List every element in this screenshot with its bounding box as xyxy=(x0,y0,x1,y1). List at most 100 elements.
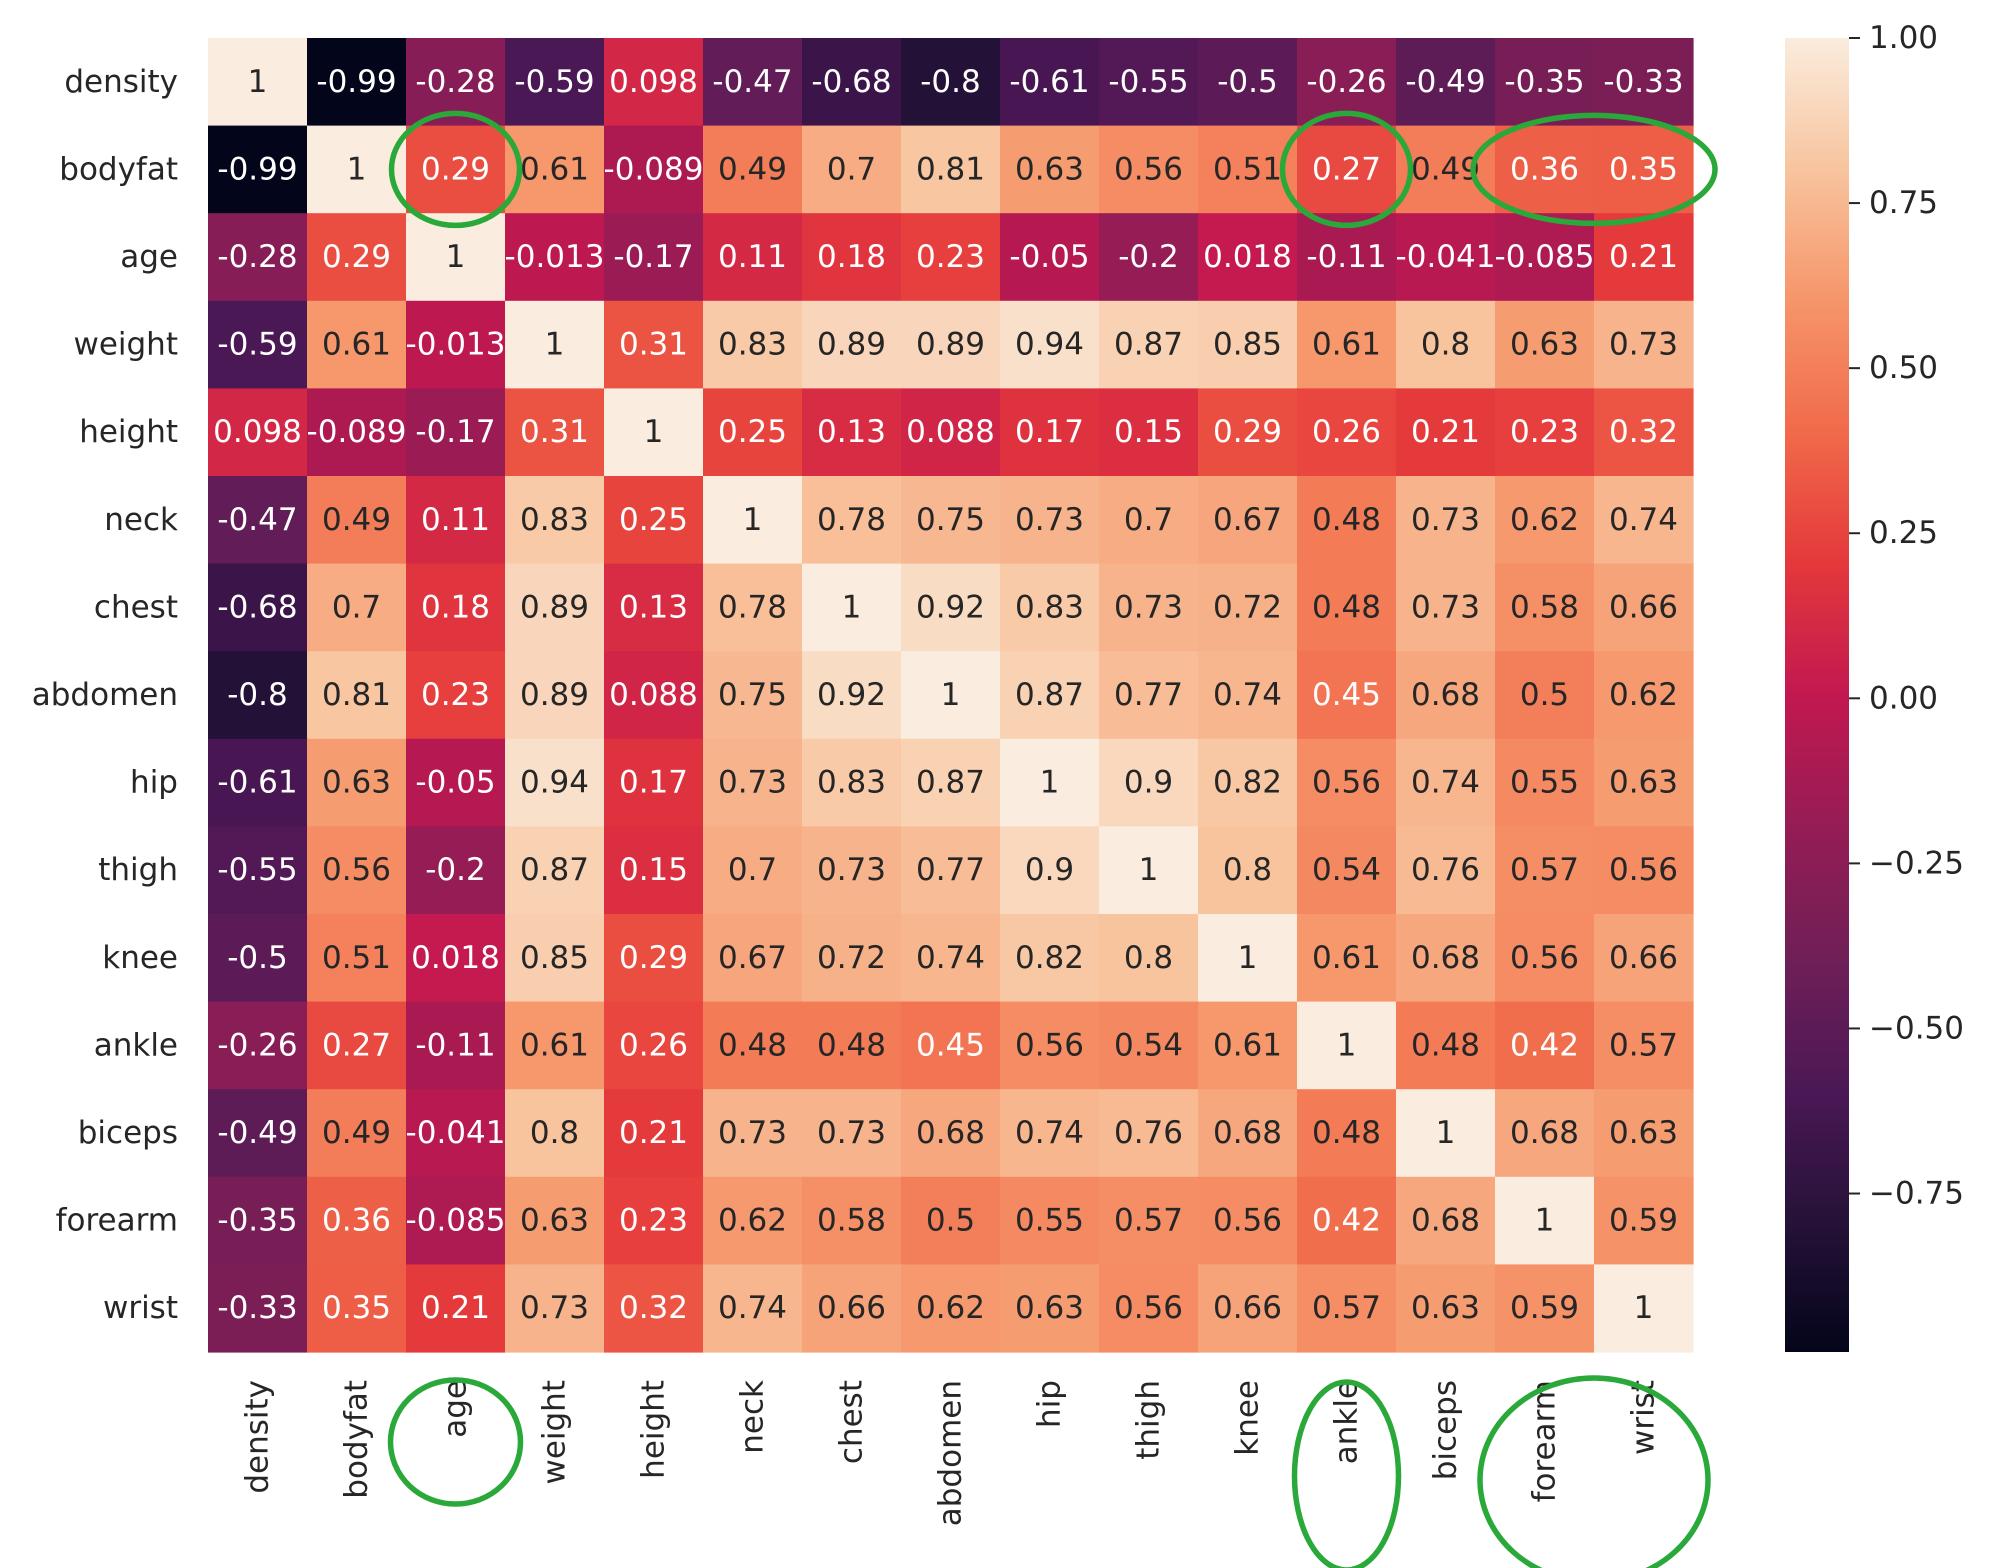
heatmap-cell-abdomen-abdomen xyxy=(901,651,1001,740)
cell-value-chest-wrist: 0.66 xyxy=(1609,589,1678,625)
heatmap-cell-density-biceps xyxy=(1396,38,1496,127)
colorbar-tick-label: 0.00 xyxy=(1869,680,1938,716)
heatmap-cell-thigh-ankle xyxy=(1297,826,1397,915)
heatmap-cell-wrist-abdomen xyxy=(901,1264,1001,1353)
cell-value-abdomen-wrist: 0.62 xyxy=(1609,677,1678,713)
cell-value-biceps-thigh: 0.76 xyxy=(1114,1115,1183,1151)
heatmap-cell-weight-density xyxy=(208,300,308,389)
y-tick-label-thigh: thigh xyxy=(98,852,178,888)
heatmap-cell-neck-bodyfat xyxy=(307,476,407,565)
heatmap-cell-hip-hip xyxy=(1000,738,1100,827)
cell-value-height-height: 1 xyxy=(644,414,664,450)
heatmap-cell-thigh-density xyxy=(208,826,308,915)
cell-value-ankle-thigh: 0.54 xyxy=(1114,1027,1183,1063)
colorbar-tick-label: 0.25 xyxy=(1869,515,1938,551)
heatmap-cell-biceps-forearm xyxy=(1495,1089,1595,1178)
heatmap-cell-neck-abdomen xyxy=(901,476,1001,565)
heatmap-cell-hip-density xyxy=(208,738,308,827)
cell-value-density-bodyfat: -0.99 xyxy=(316,64,396,100)
colorbar-tick-label: −0.75 xyxy=(1869,1176,1964,1212)
cell-value-bodyfat-age: 0.29 xyxy=(421,151,490,187)
cell-value-chest-density: -0.68 xyxy=(217,589,297,625)
y-tick-label-height: height xyxy=(79,414,178,450)
x-tick-label-biceps: biceps xyxy=(1428,1380,1464,1480)
cell-value-density-hip: -0.61 xyxy=(1009,64,1089,100)
cell-value-height-neck: 0.25 xyxy=(718,414,787,450)
cell-value-height-chest: 0.13 xyxy=(817,414,886,450)
cell-value-height-bodyfat: -0.089 xyxy=(307,414,407,450)
cell-value-biceps-height: 0.21 xyxy=(619,1115,688,1151)
highlight-ellipse-xlabel-forearm-wrist xyxy=(1477,1375,1711,1568)
cell-value-forearm-age: -0.085 xyxy=(406,1203,506,1239)
colorbar-ticks: 1.00 0.75 0.50 0.25 0.00 −0.25 −0.50 −0.75 xyxy=(1849,20,1964,1212)
x-tick-label-chest: chest xyxy=(834,1380,870,1464)
heatmap-cell-hip-forearm xyxy=(1495,738,1595,827)
cell-value-chest-abdomen: 0.92 xyxy=(916,589,985,625)
heatmap-cell-height-wrist xyxy=(1594,388,1694,477)
cell-value-chest-biceps: 0.73 xyxy=(1411,589,1480,625)
heatmap-cell-forearm-density xyxy=(208,1176,308,1265)
cell-value-bodyfat-abdomen: 0.81 xyxy=(916,151,985,187)
highlight-ellipse-bodyfat-age xyxy=(388,110,523,229)
heatmap-cell-ankle-thigh xyxy=(1099,1001,1199,1090)
cell-value-biceps-forearm: 0.68 xyxy=(1510,1115,1579,1151)
heatmap-cell-biceps-abdomen xyxy=(901,1089,1001,1178)
cell-value-hip-thigh: 0.9 xyxy=(1124,765,1173,801)
cell-value-weight-weight: 1 xyxy=(545,327,565,363)
heatmap-cell-wrist-weight xyxy=(505,1264,605,1353)
heatmap-cell-thigh-forearm xyxy=(1495,826,1595,915)
heatmap-cell-wrist-ankle xyxy=(1297,1264,1397,1353)
highlight-ellipse-bodyfat-forearm-wrist xyxy=(1470,112,1718,227)
heatmap-cell-wrist-chest xyxy=(802,1264,902,1353)
heatmap-cell-hip-biceps xyxy=(1396,738,1496,827)
cell-value-neck-hip: 0.73 xyxy=(1015,502,1084,538)
cell-value-hip-biceps: 0.74 xyxy=(1411,765,1480,801)
cell-value-height-weight: 0.31 xyxy=(520,414,589,450)
cell-value-density-neck: -0.47 xyxy=(712,64,792,100)
cell-value-neck-age: 0.11 xyxy=(421,502,490,538)
heatmap-cell-chest-hip xyxy=(1000,563,1100,652)
cell-value-knee-bodyfat: 0.51 xyxy=(322,940,391,976)
heatmap-cell-knee-wrist xyxy=(1594,914,1694,1003)
heatmap-cell-abdomen-density xyxy=(208,651,308,740)
cell-value-hip-weight: 0.94 xyxy=(520,765,589,801)
heatmap-cell-biceps-neck xyxy=(703,1089,803,1178)
heatmap-cell-ankle-density xyxy=(208,1001,308,1090)
heatmap-cell-thigh-chest xyxy=(802,826,902,915)
heatmap-cell-forearm-knee xyxy=(1198,1176,1298,1265)
cell-value-biceps-knee: 0.68 xyxy=(1213,1115,1282,1151)
x-tick-label-density: density xyxy=(240,1380,276,1494)
cell-value-weight-biceps: 0.8 xyxy=(1421,327,1470,363)
cell-value-biceps-ankle: 0.48 xyxy=(1312,1115,1381,1151)
cell-value-thigh-neck: 0.7 xyxy=(728,852,777,888)
colorbar-tick-label: −0.50 xyxy=(1869,1010,1964,1046)
heatmap-cell-wrist-density xyxy=(208,1264,308,1353)
x-tick-label-knee: knee xyxy=(1230,1380,1266,1456)
heatmap-cell-density-bodyfat xyxy=(307,38,407,127)
cell-value-hip-height: 0.17 xyxy=(619,765,688,801)
heatmap-cell-forearm-bodyfat xyxy=(307,1176,407,1265)
cell-value-density-ankle: -0.26 xyxy=(1306,64,1386,100)
cell-value-bodyfat-chest: 0.7 xyxy=(827,151,876,187)
y-tick-label-knee: knee xyxy=(102,940,178,976)
heatmap-cell-knee-abdomen xyxy=(901,914,1001,1003)
heatmap-cell-wrist-age xyxy=(406,1264,506,1353)
heatmap-cell-forearm-height xyxy=(604,1176,704,1265)
cell-value-biceps-bodyfat: 0.49 xyxy=(322,1115,391,1151)
cell-value-ankle-hip: 0.56 xyxy=(1015,1027,1084,1063)
cell-value-thigh-density: -0.55 xyxy=(217,852,297,888)
heatmap-cell-height-forearm xyxy=(1495,388,1595,477)
cell-value-ankle-knee: 0.61 xyxy=(1213,1027,1282,1063)
cell-value-density-forearm: -0.35 xyxy=(1504,64,1584,100)
cell-value-wrist-knee: 0.66 xyxy=(1213,1290,1282,1326)
y-tick-label-age: age xyxy=(120,239,178,275)
heatmap-cell-ankle-knee xyxy=(1198,1001,1298,1090)
cell-value-neck-biceps: 0.73 xyxy=(1411,502,1480,538)
heatmap-cell-knee-knee xyxy=(1198,914,1298,1003)
cell-value-thigh-forearm: 0.57 xyxy=(1510,852,1579,888)
cell-value-ankle-height: 0.26 xyxy=(619,1027,688,1063)
cell-value-abdomen-abdomen: 1 xyxy=(941,677,961,713)
heatmap-cell-chest-neck xyxy=(703,563,803,652)
cell-value-hip-ankle: 0.56 xyxy=(1312,765,1381,801)
heatmap-cell-hip-ankle xyxy=(1297,738,1397,827)
